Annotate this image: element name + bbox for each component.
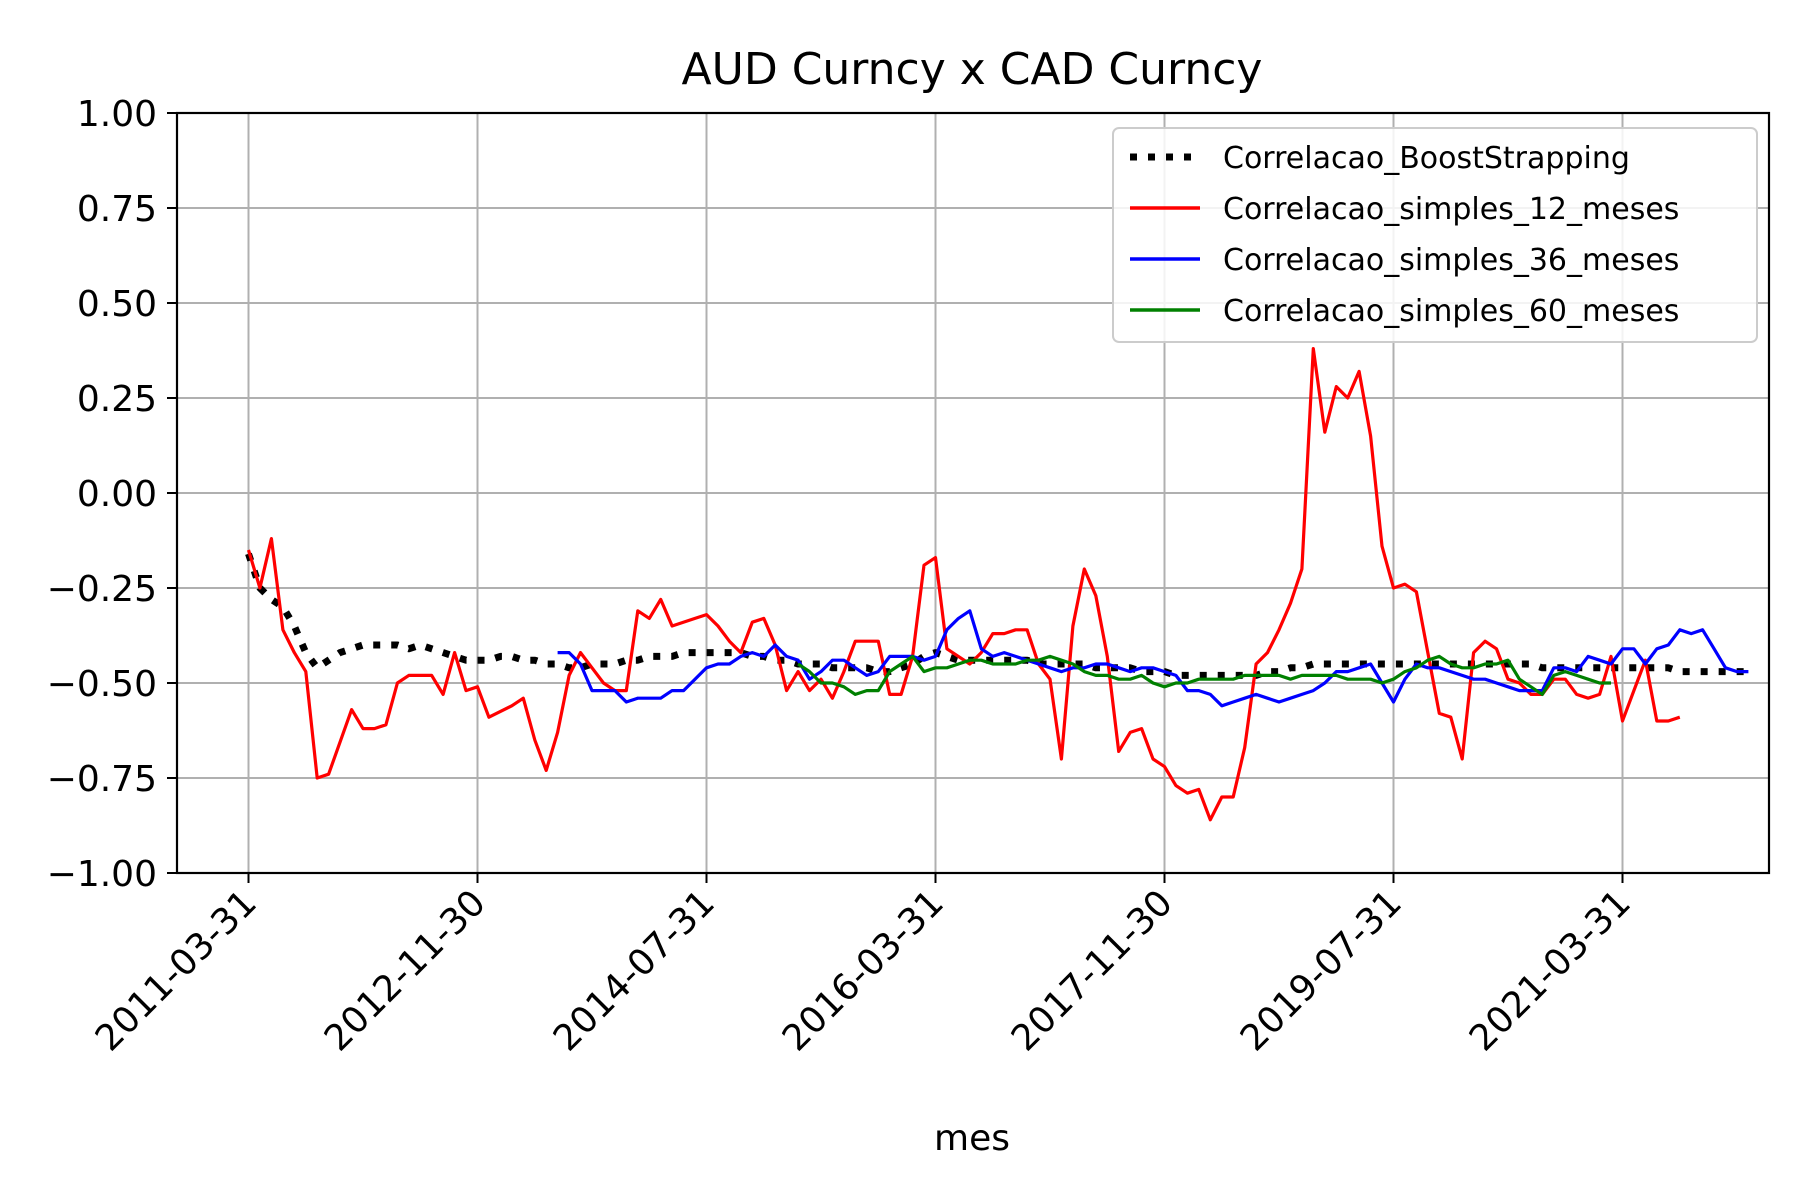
- y-tick-label: 1.00: [77, 94, 157, 135]
- x-tick-label: 2014-07-31: [546, 882, 723, 1059]
- legend: Correlacao_BoostStrapping Correlacao_simp…: [1112, 127, 1758, 343]
- y-tick-label: 0.50: [77, 284, 157, 325]
- x-axis: 2011-03-31 2012-11-30 2014-07-31 2016-03-31…: [88, 873, 1639, 1059]
- x-tick-label: 2016-03-31: [775, 882, 952, 1059]
- legend-label: Correlacao_simples_36_meses: [1223, 243, 1679, 278]
- legend-label: Correlacao_BoostStrapping: [1223, 141, 1630, 176]
- x-tick-label: 2012-11-30: [317, 882, 494, 1059]
- y-axis: 1.00 0.75 0.50 0.25 0.00 −0.25 −0.50 −0.75 −1.00: [47, 94, 177, 895]
- legend-label: Correlacao_simples_12_meses: [1223, 192, 1679, 227]
- series-layer: [245, 347, 1749, 822]
- x-tick-label: 2021-03-31: [1462, 882, 1639, 1059]
- y-tick-label: −0.50: [47, 664, 157, 705]
- series-line-s12: [246, 347, 1681, 822]
- series-line-s60: [797, 654, 1611, 697]
- y-tick-label: −1.00: [47, 854, 157, 895]
- y-tick-label: −0.25: [47, 569, 157, 610]
- y-tick-label: 0.00: [77, 474, 157, 515]
- y-tick-label: 0.75: [77, 189, 157, 230]
- chart-title: AUD Curncy x CAD Curncy: [682, 44, 1263, 95]
- series-line-boot: [245, 552, 1749, 679]
- x-tick-label: 2017-11-30: [1004, 882, 1181, 1059]
- series-line-s36: [557, 609, 1749, 708]
- grid: [177, 112, 1769, 874]
- x-tick-label: 2019-07-31: [1233, 882, 1410, 1059]
- y-tick-label: 0.25: [77, 379, 157, 420]
- x-tick-label: 2011-03-31: [88, 882, 265, 1059]
- x-axis-label: mes: [934, 1118, 1010, 1159]
- legend-box: [1112, 127, 1758, 343]
- y-tick-label: −0.75: [47, 759, 157, 800]
- legend-label: Correlacao_simples_60_meses: [1223, 294, 1679, 329]
